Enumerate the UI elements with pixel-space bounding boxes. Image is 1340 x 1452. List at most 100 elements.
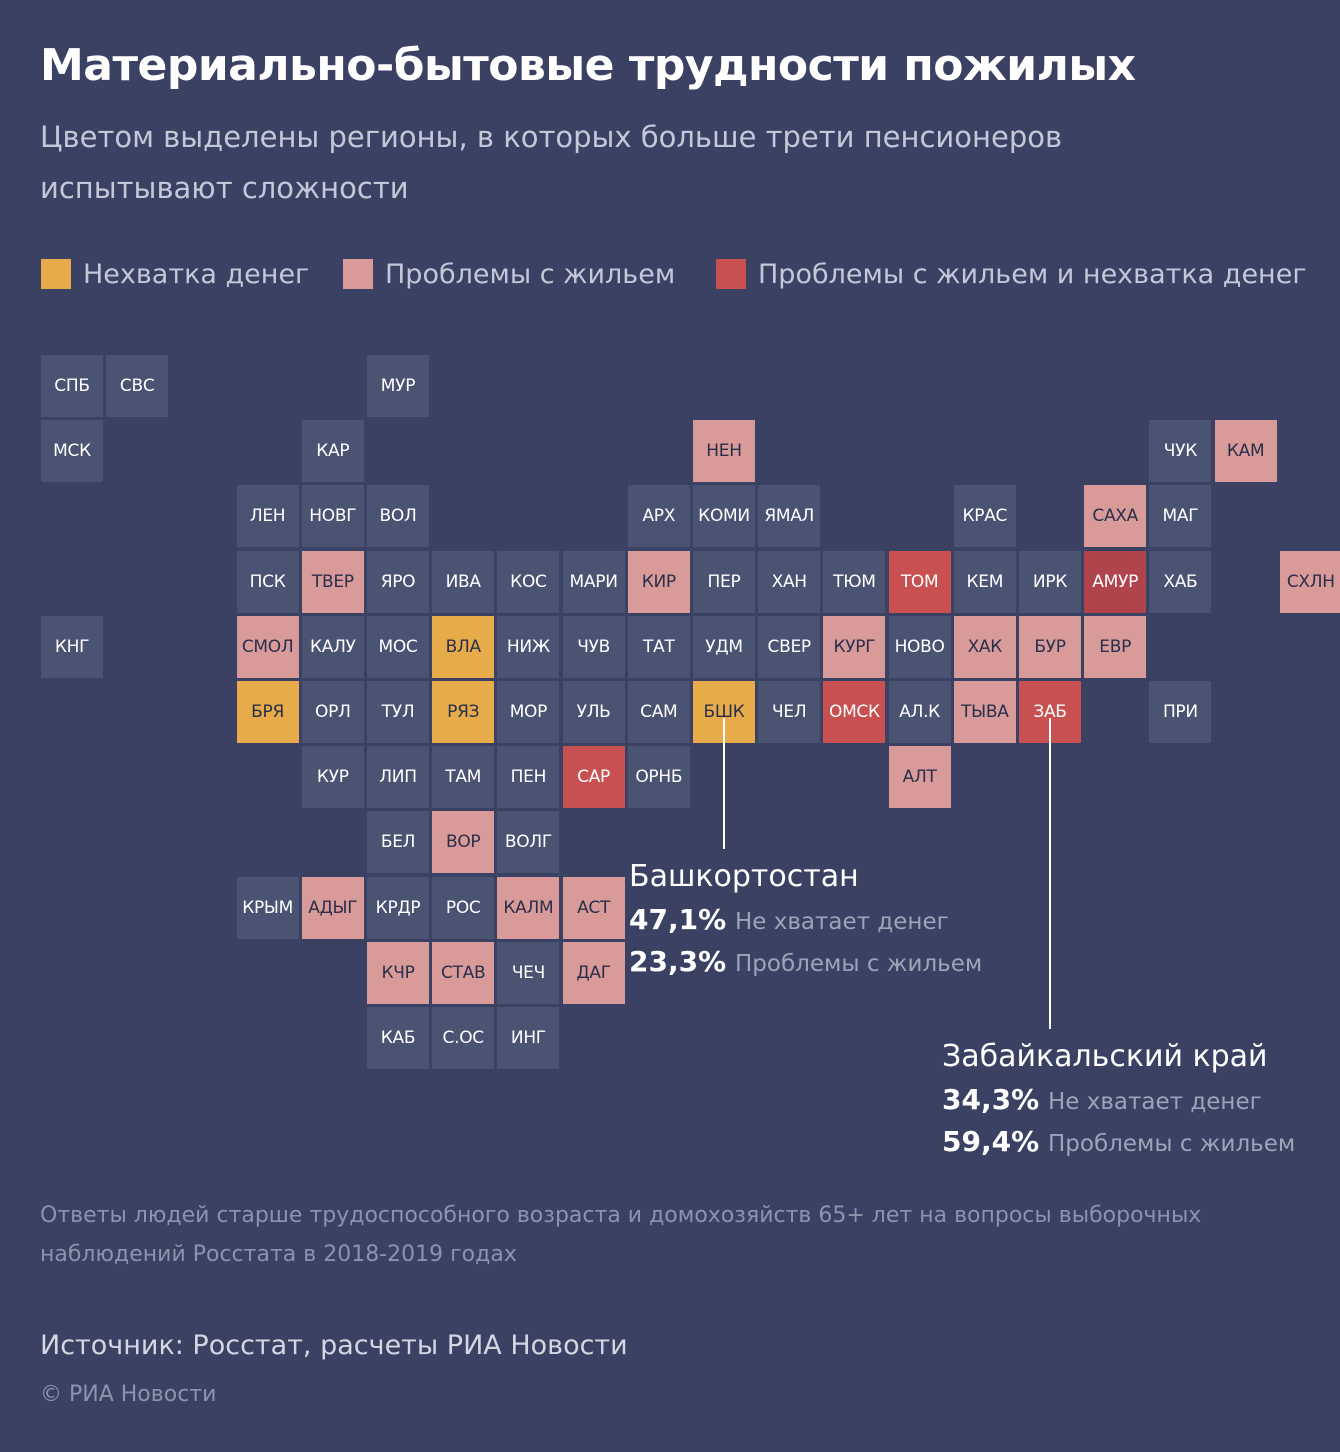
region-tile-ХАБ: ХАБ: [1149, 550, 1212, 613]
region-tile-ЧУК: ЧУК: [1149, 420, 1212, 483]
region-tile-БШК: БШК: [693, 681, 755, 743]
callout-row-money: 47,1% Не хватает денег: [629, 899, 982, 941]
region-tile-РОС: РОС: [432, 876, 495, 939]
region-tile-КАМ: КАМ: [1214, 420, 1277, 483]
legend-swatch-money: [41, 259, 71, 289]
region-tile-САМ: САМ: [627, 681, 690, 743]
region-tile-КИР: КИР: [627, 550, 690, 613]
legend-label-both: Проблемы с жильем и нехватка денег: [758, 258, 1307, 290]
region-tile-ХАН: ХАН: [758, 550, 821, 613]
region-tile-АДЫГ: АДЫГ: [301, 876, 364, 939]
region-tile-ЧЕЛ: ЧЕЛ: [758, 681, 821, 743]
region-tile-С.ОС: С.ОС: [432, 1007, 495, 1069]
region-tile-НОВО: НОВО: [888, 615, 951, 678]
region-tile-МАРИ: МАРИ: [562, 550, 625, 613]
callout-label: Проблемы с жильем: [1048, 1131, 1296, 1157]
region-tile-СВЕР: СВЕР: [758, 615, 821, 678]
source-credit: Источник: Росстат, расчеты РИА Новости: [40, 1330, 628, 1361]
callout-zabaikalsky: Забайкальский край 34,3% Не хватает дене…: [942, 1035, 1295, 1163]
legend-swatch-housing: [343, 259, 373, 289]
region-tile-ТВЕР: ТВЕР: [301, 550, 364, 613]
region-tile-НЕН: НЕН: [693, 420, 755, 483]
region-tile-ИРК: ИРК: [1019, 550, 1081, 613]
callout-region-name: Забайкальский край: [942, 1039, 1268, 1074]
region-tile-КОС: КОС: [497, 550, 560, 613]
region-tile-ВОЛГ: ВОЛГ: [497, 811, 560, 874]
region-tile-НОВГ: НОВГ: [301, 485, 364, 548]
callout-value: 47,1%: [629, 903, 727, 936]
region-tile-МАГ: МАГ: [1149, 485, 1212, 548]
region-tile-ЗАБ: ЗАБ: [1019, 681, 1081, 743]
region-tile-КРАС: КРАС: [953, 485, 1016, 548]
region-tile-ТАТ: ТАТ: [627, 615, 690, 678]
legend-item-both: Проблемы с жильем и нехватка денег: [716, 252, 1307, 296]
region-tile-ЧУВ: ЧУВ: [562, 615, 625, 678]
region-tile-ВОЛ: ВОЛ: [367, 485, 429, 548]
region-tile-МОС: МОС: [367, 615, 429, 678]
callout-row-money: 34,3% Не хватает денег: [942, 1079, 1295, 1121]
footnote: Ответы людей старше трудоспособного возр…: [40, 1203, 1202, 1267]
callout-value: 59,4%: [942, 1125, 1040, 1158]
region-tile-ЧЕЧ: ЧЕЧ: [497, 941, 560, 1004]
region-tile-ИНГ: ИНГ: [497, 1007, 560, 1069]
region-tile-САР: САР: [562, 746, 625, 809]
region-tile-АСТ: АСТ: [562, 876, 625, 939]
legend-label-money: Нехватка денег: [83, 258, 310, 290]
region-tile-ПЕН: ПЕН: [497, 746, 560, 809]
region-tile-КАЛУ: КАЛУ: [301, 615, 364, 678]
region-tile-ТАМ: ТАМ: [432, 746, 495, 809]
callout-value: 23,3%: [629, 945, 727, 978]
region-tile-ТЮМ: ТЮМ: [823, 550, 886, 613]
region-tile-ТЫВА: ТЫВА: [953, 681, 1016, 743]
legend-swatch-both: [716, 259, 746, 289]
region-tile-СПБ: СПБ: [41, 355, 103, 417]
region-tile-КНГ: КНГ: [41, 615, 103, 678]
region-tile-ТУЛ: ТУЛ: [367, 681, 429, 743]
region-tile-КРДР: КРДР: [367, 876, 429, 939]
region-tile-КАЛМ: КАЛМ: [497, 876, 560, 939]
region-tile-СТАВ: СТАВ: [432, 941, 495, 1004]
region-tile-ПСК: ПСК: [236, 550, 299, 613]
callout-label: Не хватает денег: [735, 909, 949, 935]
callout-label: Не хватает денег: [1048, 1089, 1262, 1115]
region-tile-БЕЛ: БЕЛ: [367, 811, 429, 874]
region-tile-МОР: МОР: [497, 681, 560, 743]
region-tile-КАР: КАР: [301, 420, 364, 483]
legend-label-housing: Проблемы с жильем: [385, 258, 676, 290]
leader-line-zabaikalsky: [1049, 718, 1051, 1029]
page-subtitle: Цветом выделены регионы, в которых больш…: [40, 120, 1063, 205]
region-tile-ЕВР: ЕВР: [1084, 615, 1147, 678]
region-tile-БУР: БУР: [1019, 615, 1081, 678]
callout-value: 34,3%: [942, 1083, 1040, 1116]
region-tile-МУР: МУР: [367, 355, 429, 417]
region-tile-ВОР: ВОР: [432, 811, 495, 874]
region-tile-АЛ.К: АЛ.К: [888, 681, 951, 743]
region-tile-КОМИ: КОМИ: [693, 485, 755, 548]
region-tile-ЯМАЛ: ЯМАЛ: [758, 485, 821, 548]
region-tile-ПРИ: ПРИ: [1149, 681, 1212, 743]
callout-row-housing: 23,3% Проблемы с жильем: [629, 941, 982, 983]
callout-bashkortostan: Башкортостан 47,1% Не хватает денег 23,3…: [629, 855, 982, 983]
region-tile-КАБ: КАБ: [367, 1007, 429, 1069]
region-tile-АЛТ: АЛТ: [888, 746, 951, 809]
region-tile-ЯРО: ЯРО: [367, 550, 429, 613]
page-title: Материально-бытовые трудности пожилых: [40, 40, 1136, 91]
region-tile-КЕМ: КЕМ: [953, 550, 1016, 613]
region-tile-АРХ: АРХ: [627, 485, 690, 548]
region-tile-КЧР: КЧР: [367, 941, 429, 1004]
region-tile-ПЕР: ПЕР: [693, 550, 755, 613]
region-tile-ТОМ: ТОМ: [888, 550, 951, 613]
region-tile-РЯЗ: РЯЗ: [432, 681, 495, 743]
region-tile-МСК: МСК: [41, 420, 103, 483]
callout-region-name: Башкортостан: [629, 859, 859, 894]
region-tile-УДМ: УДМ: [693, 615, 755, 678]
region-tile-ОРНБ: ОРНБ: [627, 746, 690, 809]
region-tile-ОМСК: ОМСК: [823, 681, 886, 743]
region-tile-ДАГ: ДАГ: [562, 941, 625, 1004]
region-tile-САХА: САХА: [1084, 485, 1147, 548]
region-tile-КРЫМ: КРЫМ: [236, 876, 299, 939]
region-tile-УЛЬ: УЛЬ: [562, 681, 625, 743]
region-tile-БРЯ: БРЯ: [236, 681, 299, 743]
region-tile-ВЛА: ВЛА: [432, 615, 495, 678]
